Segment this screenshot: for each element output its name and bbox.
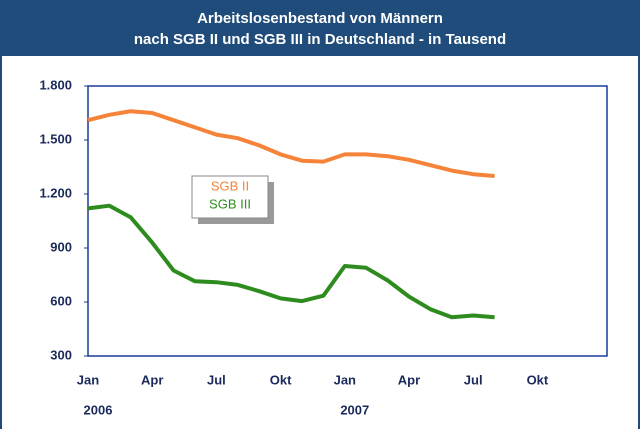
series-line bbox=[87, 109, 495, 178]
chart-title: Arbeitslosenbestand von Männern bbox=[197, 10, 443, 27]
year-label: 2006 bbox=[84, 402, 113, 417]
x-tick-label: Apr bbox=[398, 372, 420, 387]
y-tick-label: 1.500 bbox=[39, 131, 72, 146]
y-tick-label: 300 bbox=[50, 347, 72, 362]
x-tick-label: Okt bbox=[527, 372, 549, 387]
header-bar bbox=[0, 0, 640, 56]
legend bbox=[191, 175, 269, 219]
x-tick-label: Okt bbox=[270, 372, 292, 387]
x-tick-label: Jan bbox=[77, 372, 99, 387]
x-tick-label: Apr bbox=[141, 372, 163, 387]
y-tick-label: 600 bbox=[50, 293, 72, 308]
plot-area bbox=[87, 85, 608, 357]
x-tick-label: Jul bbox=[464, 372, 483, 387]
legend-label: SGB II bbox=[211, 178, 249, 193]
year-label: 2007 bbox=[340, 402, 369, 417]
x-tick-label: Jul bbox=[207, 372, 226, 387]
legend-label: SGB III bbox=[209, 196, 251, 211]
series-line bbox=[87, 203, 495, 320]
x-tick-label: Jan bbox=[334, 372, 356, 387]
y-tick-label: 900 bbox=[50, 239, 72, 254]
y-tick-label: 1.200 bbox=[39, 185, 72, 200]
y-tick-label: 1.800 bbox=[39, 77, 72, 92]
chart-title: nach SGB II und SGB III in Deutschland -… bbox=[134, 31, 506, 48]
